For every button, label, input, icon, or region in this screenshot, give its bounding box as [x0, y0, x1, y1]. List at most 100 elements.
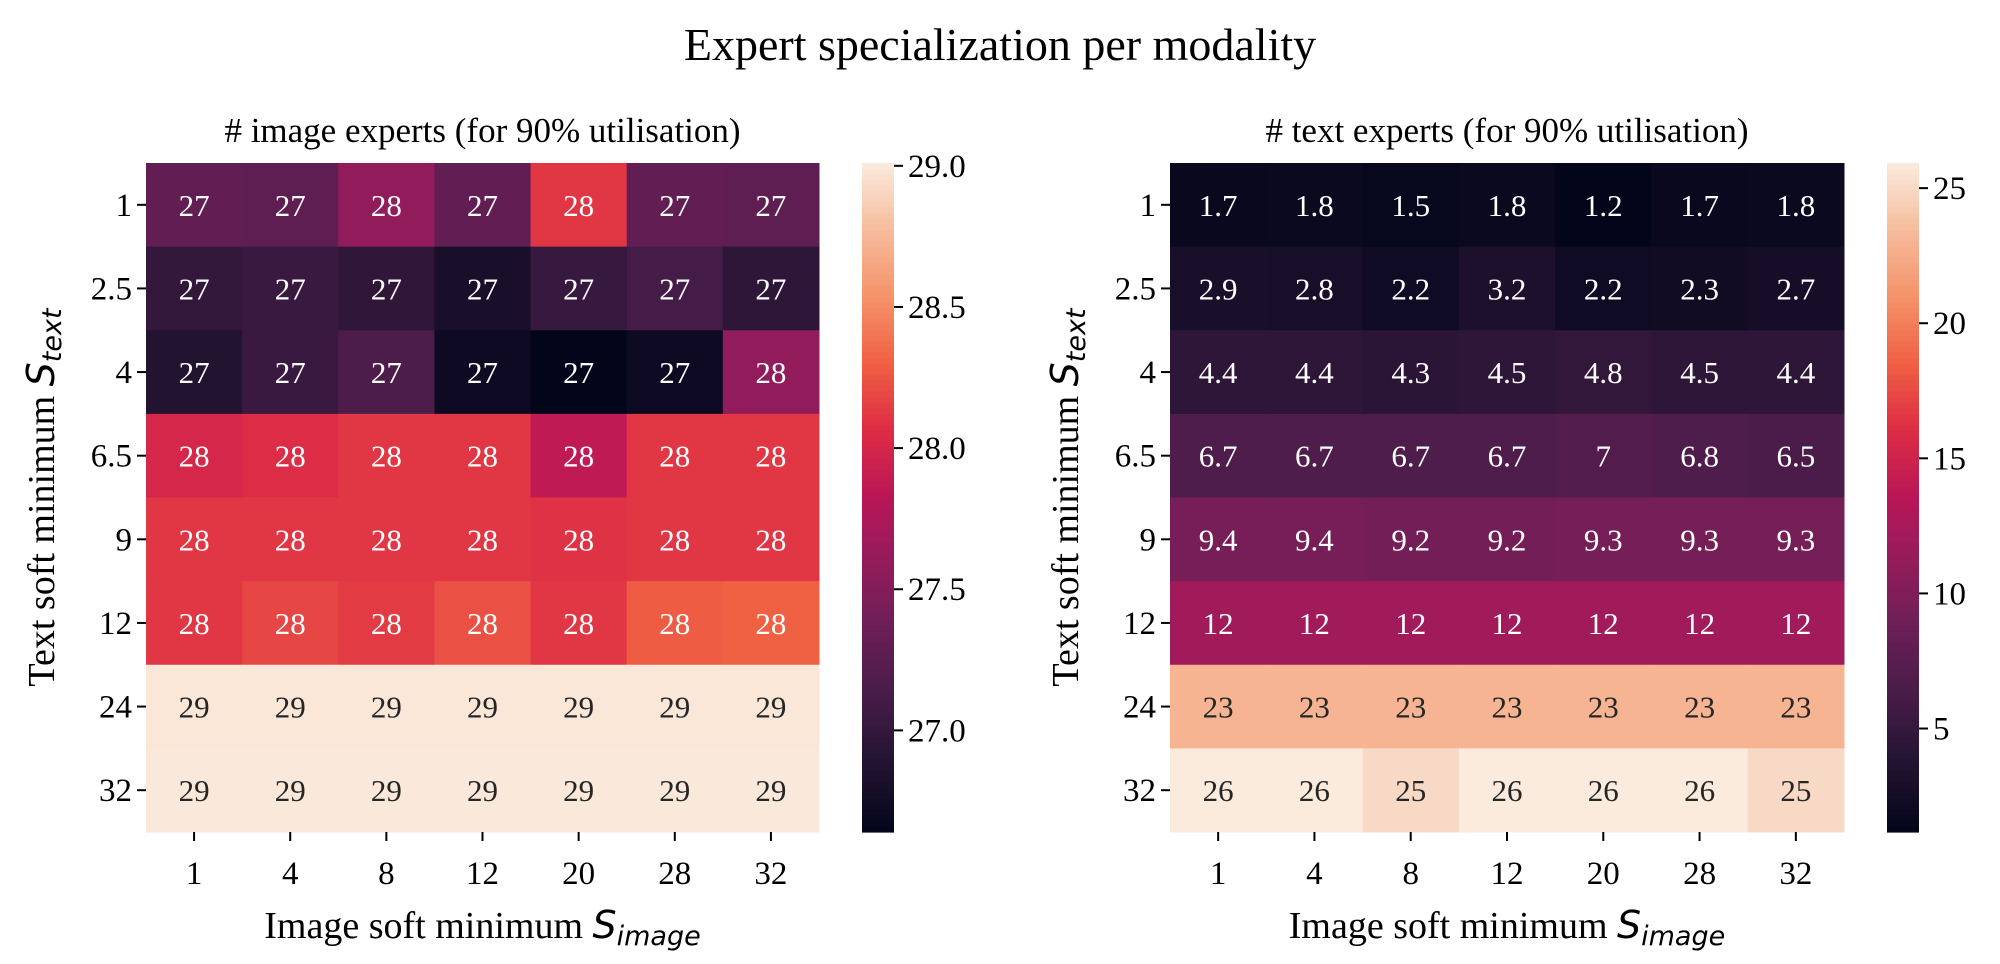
colorbar-segment [1887, 291, 1919, 298]
heatmap-cell [1170, 330, 1267, 415]
colorbar-segment [862, 196, 894, 203]
colorbar-segment [862, 352, 894, 359]
cell-annotation: 23 [1780, 690, 1811, 725]
cell-annotation: 27 [659, 355, 690, 390]
colorbar-segment [862, 681, 894, 688]
heatmap-cell [1651, 330, 1749, 415]
heatmap-cell [434, 163, 532, 248]
heatmap-cell [338, 163, 435, 248]
y-tick-label: 4 [116, 355, 133, 391]
colorbar-segment [862, 480, 894, 487]
heatmap-cell [626, 330, 724, 415]
colorbar-segment [1887, 224, 1919, 231]
colorbar-segment [862, 397, 894, 404]
y-tick-label: 1 [116, 188, 133, 224]
x-axis-label-text: Image soft minimum [1289, 905, 1617, 947]
colorbar-segment [862, 525, 894, 532]
colorbar-segment [862, 575, 894, 582]
colorbar-segment [1887, 620, 1919, 627]
heatmap-cell [434, 497, 532, 582]
x-axis-label-symbol: S [593, 903, 617, 947]
cell-annotation: 27 [179, 188, 210, 223]
heatmap-cell [530, 664, 628, 749]
heatmap-cell [1651, 413, 1749, 498]
cell-annotation: 25 [1780, 773, 1811, 808]
heatmap-cell [1266, 330, 1364, 415]
colorbar-segment [862, 709, 894, 716]
heatmap-cell [1170, 581, 1267, 666]
colorbar-segment [862, 358, 894, 365]
cell-annotation: 1.5 [1391, 188, 1430, 223]
colorbar-segment [1887, 257, 1919, 264]
colorbar-segment [862, 263, 894, 270]
colorbar-segment [862, 246, 894, 253]
colorbar-segment [1887, 413, 1919, 421]
cell-annotation: 1.8 [1488, 188, 1527, 223]
x-tick-label: 12 [1491, 856, 1524, 892]
heatmap-cell [242, 163, 339, 248]
subplot-title: # text experts (for 90% utilisation) [1265, 111, 1748, 150]
colorbar-segment [1887, 742, 1919, 749]
y-axis-label-text: Text soft minimum [21, 386, 63, 686]
colorbar-segment [1887, 408, 1919, 415]
cell-annotation: 29 [659, 690, 690, 725]
heatmap-cell [338, 413, 435, 498]
heatmap-cell [1362, 413, 1460, 498]
colorbar-segment [1887, 631, 1919, 638]
cell-annotation: 9.3 [1680, 522, 1719, 557]
colorbar-segment [1887, 341, 1919, 348]
colorbar-segment [862, 190, 894, 198]
colorbar-segment [1887, 759, 1919, 766]
colorbar-segment [862, 614, 894, 621]
x-axis-label: Image soft minimum Simage [1289, 903, 1725, 952]
x-tick-label: 1 [186, 856, 203, 892]
colorbar-segment [1887, 319, 1919, 326]
heatmap-cell [1651, 581, 1749, 666]
colorbar-segment [862, 491, 894, 499]
y-tick-label: 6.5 [1115, 439, 1156, 475]
x-tick-label: 1 [1210, 856, 1227, 892]
colorbar-segment [1887, 179, 1919, 186]
colorbar-segment [862, 569, 894, 577]
colorbar-segment [1887, 447, 1919, 454]
colorbar-segment [1887, 185, 1919, 192]
cell-annotation: 27 [755, 271, 786, 306]
colorbar-segment [1887, 770, 1919, 777]
x-axis-label-subscript: image [617, 921, 701, 952]
colorbar-segment [862, 781, 894, 788]
colorbar-segment [862, 592, 894, 599]
colorbar-segment [862, 335, 894, 342]
cell-annotation: 27 [179, 271, 210, 306]
colorbar-segment [1887, 163, 1919, 170]
y-axis-label-subscript: text [37, 307, 68, 362]
heatmap-cell [1266, 664, 1364, 749]
heatmap-cell [1170, 497, 1267, 582]
cell-annotation: 9.4 [1295, 522, 1334, 557]
colorbar-segment [1887, 313, 1919, 320]
x-tick-label: 8 [378, 856, 395, 892]
cell-annotation: 27 [659, 271, 690, 306]
colorbar-segment [862, 291, 894, 298]
heatmap-cell [1458, 581, 1556, 666]
y-tick-label: 24 [1123, 690, 1156, 726]
heatmap-cell [626, 497, 724, 582]
colorbar-segment [1887, 268, 1919, 276]
colorbar-tick-label: 15 [1933, 441, 1966, 477]
heatmap-cell [722, 246, 820, 331]
heatmap-cell [1747, 246, 1845, 331]
colorbar-segment [1887, 397, 1919, 404]
colorbar-segment [862, 408, 894, 415]
colorbar-segment [1887, 564, 1919, 571]
colorbar-segment [1887, 636, 1919, 644]
cell-annotation: 6.8 [1680, 439, 1719, 474]
cell-annotation: 28 [371, 522, 402, 557]
cell-annotation: 12 [1684, 606, 1715, 641]
colorbar-segment [1887, 792, 1919, 800]
x-tick-label: 32 [754, 856, 787, 892]
cell-annotation: 4.8 [1584, 355, 1623, 390]
heatmap-cell [1266, 748, 1364, 833]
cell-annotation: 26 [1492, 773, 1523, 808]
cell-annotation: 28 [371, 188, 402, 223]
y-tick-label: 4 [1140, 355, 1157, 391]
heatmap-cell [1170, 413, 1267, 498]
